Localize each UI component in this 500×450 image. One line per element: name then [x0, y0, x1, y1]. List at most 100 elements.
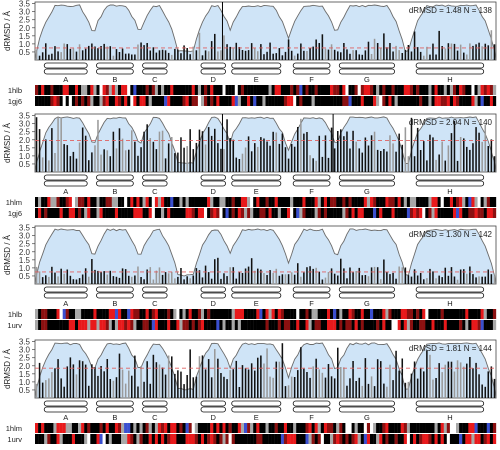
track-cell: [50, 197, 54, 207]
residue-bar: [327, 49, 330, 60]
residue-bar: [48, 54, 50, 60]
track-cell: [449, 96, 454, 106]
residue-bar: [346, 385, 348, 398]
drmsd-annotation: dRMSD = 1.30 N = 142: [409, 230, 493, 239]
track-cell: [50, 96, 54, 106]
residue-bar: [63, 386, 65, 398]
residue-bar: [54, 46, 56, 60]
track-cell: [157, 423, 162, 433]
residue-bar: [106, 46, 109, 60]
track-cell: [406, 309, 411, 319]
residue-bar: [232, 267, 235, 284]
track-cell: [449, 434, 454, 444]
track-cell: [78, 96, 82, 106]
residue-bar: [238, 47, 241, 60]
track-cell: [53, 309, 57, 319]
track-cell: [280, 197, 285, 207]
track-cell: [403, 197, 408, 207]
track-cell: [256, 96, 260, 106]
helix-label: G: [364, 75, 370, 84]
track-cell: [489, 208, 494, 218]
track-cell: [265, 208, 269, 218]
residue-bar: [204, 265, 207, 284]
track-cell: [265, 309, 269, 319]
track-cell: [84, 208, 88, 218]
track-cell: [262, 320, 266, 330]
residue-bar: [312, 158, 314, 172]
residue-bar: [121, 268, 124, 284]
track-cell: [373, 423, 377, 433]
track-cell: [422, 208, 426, 218]
track-cell: [130, 320, 134, 330]
track-cell: [453, 434, 457, 444]
residue-bar: [349, 148, 351, 172]
track-cell: [283, 423, 288, 433]
track-cell: [228, 309, 232, 319]
track-cell: [348, 320, 352, 330]
residue-bar: [201, 131, 204, 172]
track-cell: [161, 423, 165, 433]
track-cell: [274, 208, 278, 218]
helix-label: G: [364, 413, 370, 422]
residue-bar: [367, 276, 370, 284]
track-label: 1hlm: [6, 424, 22, 433]
residue-bar: [195, 142, 198, 172]
track-cell: [56, 96, 60, 106]
residue-bar: [370, 54, 373, 60]
track-cell: [87, 96, 91, 106]
residue-bar: [404, 49, 407, 60]
residue-bar: [78, 278, 81, 284]
residue-bar: [395, 350, 397, 398]
track-cell: [250, 423, 254, 433]
residue-bar: [250, 151, 253, 172]
helix-box-lower: [231, 406, 282, 413]
residue-bar: [484, 124, 487, 172]
track-cell: [431, 85, 435, 95]
track-cell: [477, 96, 481, 106]
track-cell: [357, 197, 361, 207]
track-cell: [477, 423, 481, 433]
track-cell: [265, 320, 269, 330]
track-cell: [492, 208, 497, 218]
track-cell: [425, 434, 429, 444]
track-label: 1gj6: [8, 209, 22, 218]
track-cell: [480, 96, 484, 106]
residue-bar: [97, 48, 99, 60]
track-cell: [406, 434, 411, 444]
residue-bar: [247, 50, 250, 60]
track-cell: [370, 434, 374, 444]
y-tick-label: 1.5: [19, 32, 31, 41]
residue-bar: [72, 48, 75, 60]
residue-bar: [41, 277, 44, 284]
residue-bar: [266, 141, 268, 172]
track-cell: [179, 423, 183, 433]
residue-bar: [121, 48, 124, 60]
helix-box-lower: [96, 68, 134, 75]
track-cell: [342, 423, 346, 433]
track-cell: [443, 434, 448, 444]
residue-bar: [128, 275, 130, 284]
track-cell: [173, 197, 177, 207]
track-cell: [468, 96, 472, 106]
track-cell: [81, 96, 85, 106]
track-cell: [456, 423, 460, 433]
residue-bar: [115, 377, 118, 398]
residue-bar: [174, 373, 176, 398]
residue-bar: [456, 160, 459, 172]
track-cell: [314, 423, 318, 433]
residue-bar: [260, 269, 262, 284]
helix-box-upper: [338, 400, 395, 407]
track-cell: [81, 197, 85, 207]
track-cell: [90, 309, 94, 319]
track-cell: [124, 85, 128, 95]
track-cell: [108, 197, 113, 207]
helix-box-lower: [338, 292, 395, 299]
track-cell: [394, 434, 398, 444]
residue-bar: [45, 139, 47, 172]
track-cell: [299, 434, 303, 444]
track-cell: [290, 96, 294, 106]
track-cell: [277, 208, 282, 218]
track-cell: [247, 85, 251, 95]
residue-bar: [487, 371, 490, 398]
residue-bar: [164, 374, 167, 398]
